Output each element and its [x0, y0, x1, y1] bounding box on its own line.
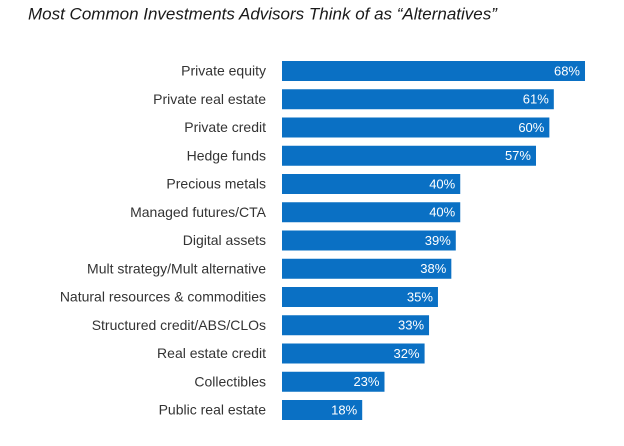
- bar: [282, 145, 536, 166]
- value-label: 57%: [505, 148, 531, 163]
- bar: [282, 371, 385, 392]
- category-label: Public real estate: [159, 402, 267, 418]
- chart-title: Most Common Investments Advisors Think o…: [28, 4, 498, 23]
- value-label: 61%: [523, 92, 549, 107]
- bar: [282, 174, 461, 194]
- value-label: 68%: [554, 63, 580, 78]
- bar: [282, 315, 430, 336]
- value-label: 40%: [429, 205, 455, 220]
- value-label: 39%: [425, 233, 451, 248]
- value-label: 60%: [518, 120, 544, 135]
- category-label: Mult strategy/Mult alternative: [87, 260, 266, 276]
- bar: [282, 202, 461, 223]
- value-label: 40%: [429, 176, 455, 191]
- bar: [282, 400, 363, 420]
- category-label: Precious metals: [166, 176, 266, 192]
- category-label: Hedge funds: [187, 147, 266, 163]
- category-label: Digital assets: [183, 232, 266, 248]
- category-label: Managed futures/CTA: [130, 204, 267, 220]
- value-label: 35%: [407, 289, 433, 304]
- bar: [282, 287, 438, 307]
- category-label: Private credit: [184, 119, 266, 135]
- bar: [282, 89, 554, 110]
- value-label: 38%: [420, 261, 446, 276]
- bar: [282, 117, 550, 138]
- category-label: Private equity: [181, 63, 266, 79]
- category-label: Real estate credit: [157, 345, 266, 361]
- bar: [282, 230, 456, 251]
- value-label: 32%: [394, 346, 420, 361]
- category-label: Structured credit/ABS/CLOs: [92, 317, 266, 333]
- value-label: 33%: [398, 318, 424, 333]
- bar: [282, 343, 425, 364]
- value-label: 23%: [353, 374, 379, 389]
- category-label: Private real estate: [153, 91, 266, 107]
- category-label: Collectibles: [194, 373, 266, 389]
- category-label: Natural resources & commodities: [60, 289, 266, 305]
- bar: [282, 258, 452, 279]
- value-label: 18%: [331, 402, 357, 417]
- bar: [282, 61, 586, 81]
